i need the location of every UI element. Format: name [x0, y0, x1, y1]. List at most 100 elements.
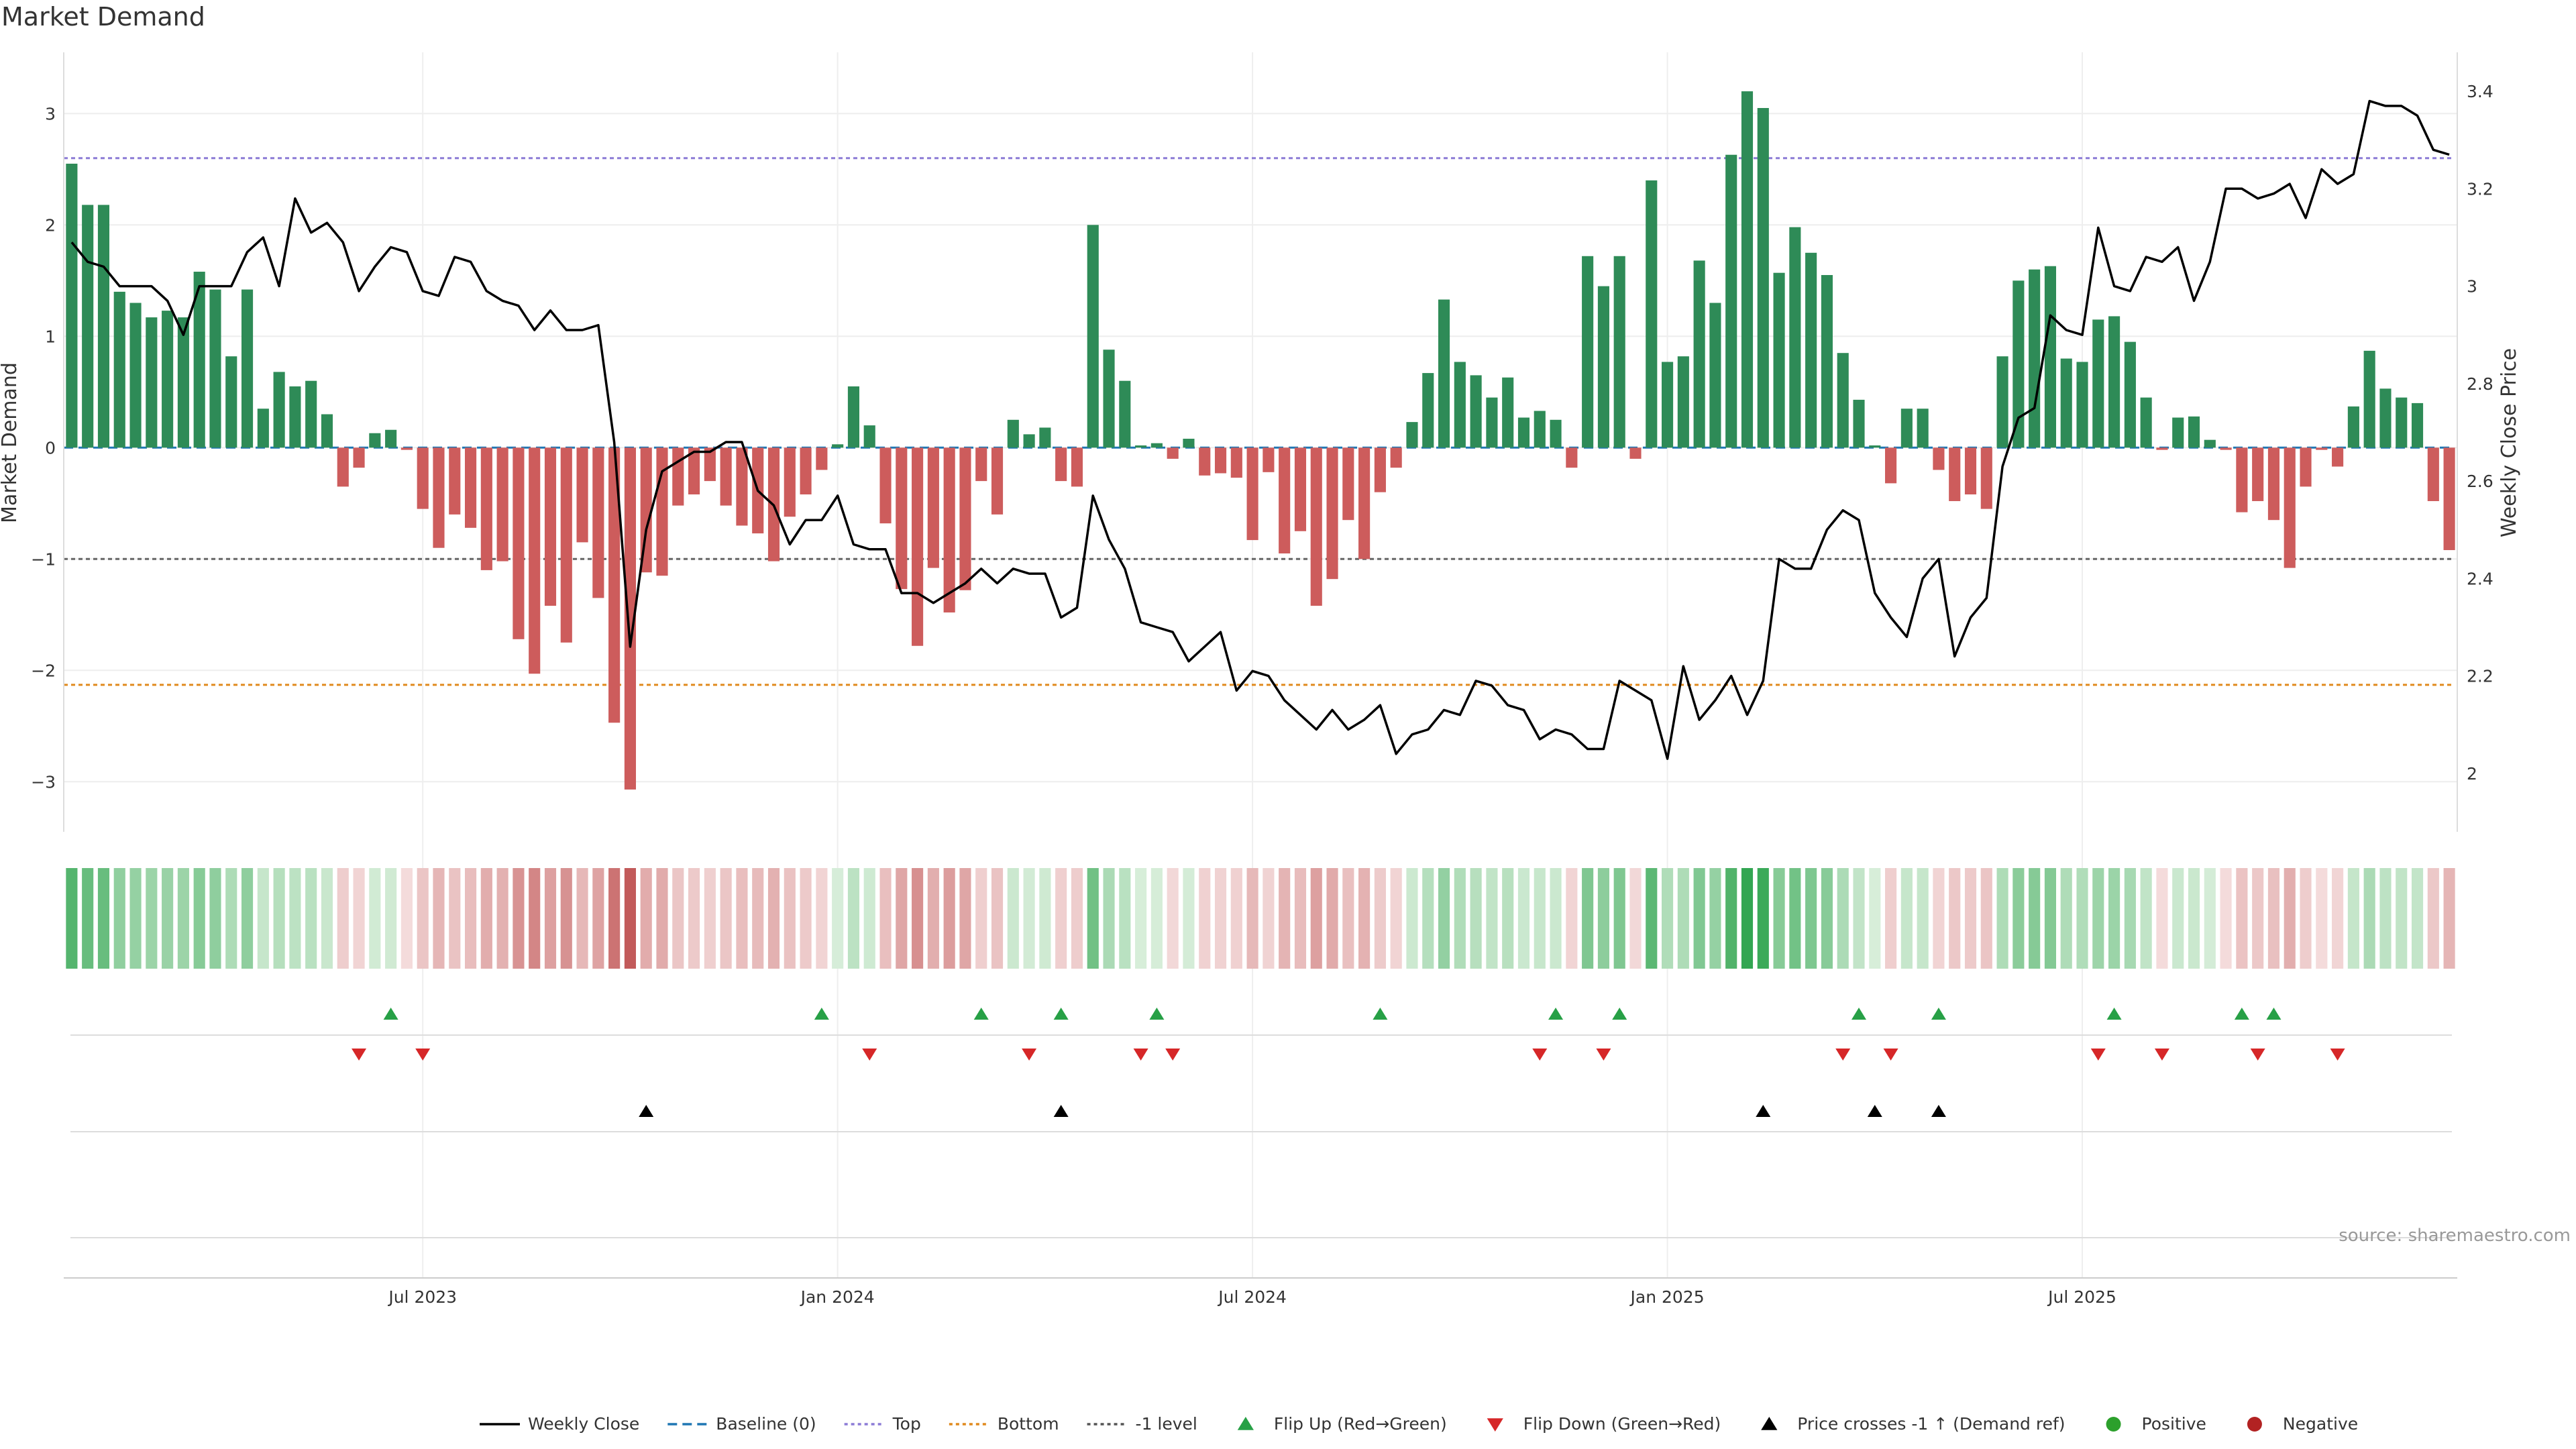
heat-cell: [2172, 868, 2184, 969]
legend-item: Negative: [2247, 1414, 2358, 1434]
x-tick-label: Jul 2023: [387, 1287, 457, 1307]
heat-cell: [1087, 868, 1099, 969]
heat-cell: [1789, 868, 1801, 969]
demand-bar: [832, 444, 844, 448]
demand-bar: [496, 447, 508, 561]
demand-bar: [1693, 260, 1705, 448]
demand-bar: [2108, 316, 2121, 448]
heat-cell: [2443, 868, 2455, 969]
heat-cell: [1422, 868, 1434, 969]
demand-bar: [1263, 447, 1275, 472]
close-price-series: [70, 99, 2450, 760]
demand-bar: [82, 205, 94, 448]
heat-cell: [1741, 868, 1754, 969]
demand-bar: [847, 386, 860, 448]
demand-bar: [1534, 411, 1546, 448]
demand-bar: [2124, 341, 2136, 448]
heat-cell: [1949, 868, 1961, 969]
demand-bar: [1486, 397, 1498, 448]
heat-cell: [975, 868, 987, 969]
demand-bar: [1597, 286, 1609, 448]
flip-up-marker: [1053, 1008, 1069, 1020]
demand-bar: [2140, 397, 2152, 448]
demand-bar: [464, 447, 477, 528]
demand-bar: [704, 447, 716, 482]
heat-cell: [912, 868, 924, 969]
heat-cell: [688, 868, 700, 969]
demand-bar: [129, 303, 142, 448]
heat-cell: [2252, 868, 2264, 969]
y2-tick-label: 3.2: [2467, 179, 2493, 199]
heat-cell: [1534, 868, 1546, 969]
heat-cell: [1773, 868, 1785, 969]
demand-bar: [1470, 375, 1482, 448]
heat-cell: [82, 868, 94, 969]
heat-cell: [1263, 868, 1275, 969]
heat-cell: [321, 868, 333, 969]
demand-bar: [1805, 252, 1817, 448]
heat-cell: [385, 868, 397, 969]
legend-item: -1 level: [1087, 1414, 1197, 1434]
heat-cell: [289, 868, 301, 969]
demand-bar: [1629, 447, 1642, 459]
demand-bar: [2172, 417, 2184, 448]
heat-cell: [816, 868, 828, 969]
heat-cell: [1502, 868, 1514, 969]
heat-cell: [879, 868, 892, 969]
demand-bar: [1757, 108, 1769, 448]
demand-bar: [225, 356, 237, 448]
y2-tick-label: 2.8: [2467, 374, 2493, 394]
heat-cell: [608, 868, 621, 969]
demand-bar: [1646, 180, 1658, 448]
demand-bar: [2188, 416, 2200, 448]
demand-bar: [560, 447, 572, 643]
heat-cell: [225, 868, 237, 969]
heat-cell: [2188, 868, 2200, 969]
demand-bar: [656, 447, 668, 576]
heat-cell: [1517, 868, 1530, 969]
demand-bar: [1199, 447, 1211, 476]
legend-item: Top: [844, 1414, 921, 1434]
heat-cell: [1885, 868, 1897, 969]
x-tick-label: Jul 2024: [1217, 1287, 1287, 1307]
demand-bar: [1246, 447, 1258, 541]
heat-cell: [1406, 868, 1418, 969]
heat-cell: [1214, 868, 1227, 969]
demand-bar: [113, 291, 125, 448]
demand-bar: [1310, 447, 1322, 606]
legend-swatch: [2247, 1417, 2262, 1432]
heat-cell: [1709, 868, 1721, 969]
demand-bar: [2411, 402, 2424, 448]
heat-cell: [1183, 868, 1195, 969]
legend-swatch: [1761, 1417, 1778, 1430]
flip-up-marker: [1612, 1008, 1627, 1020]
demand-bar: [2332, 447, 2344, 467]
demand-bar: [959, 447, 971, 590]
heat-cell: [1310, 868, 1322, 969]
demand-bar: [1725, 154, 1737, 448]
heat-cell: [2124, 868, 2136, 969]
demand-bar: [1550, 419, 1562, 448]
heat-cell: [449, 868, 461, 969]
demand-bar: [624, 447, 636, 790]
heat-cell: [464, 868, 477, 969]
demand-bars: [66, 91, 2455, 790]
demand-bar: [2427, 447, 2439, 501]
heat-cell: [209, 868, 221, 969]
heat-cell: [2060, 868, 2072, 969]
price-cross-marker: [1053, 1105, 1069, 1117]
heat-cell: [1374, 868, 1386, 969]
heat-cell: [752, 868, 764, 969]
demand-bar: [1964, 447, 1977, 495]
demand-bar: [1039, 427, 1051, 448]
demand-bar: [1342, 447, 1354, 521]
demand-bar: [1502, 377, 1514, 448]
heat-cell: [162, 868, 174, 969]
demand-bar: [1885, 447, 1897, 484]
axes: 3 2 1 0 −1 −2 −3 3.4 3.2 3 2.8 2.6 2.4 2.2 2: [31, 52, 2493, 832]
demand-bar: [1566, 447, 1578, 468]
heat-cell: [991, 868, 1004, 969]
demand-bar: [146, 317, 158, 448]
flip-up-marker: [973, 1008, 989, 1020]
heat-cell: [2267, 868, 2280, 969]
